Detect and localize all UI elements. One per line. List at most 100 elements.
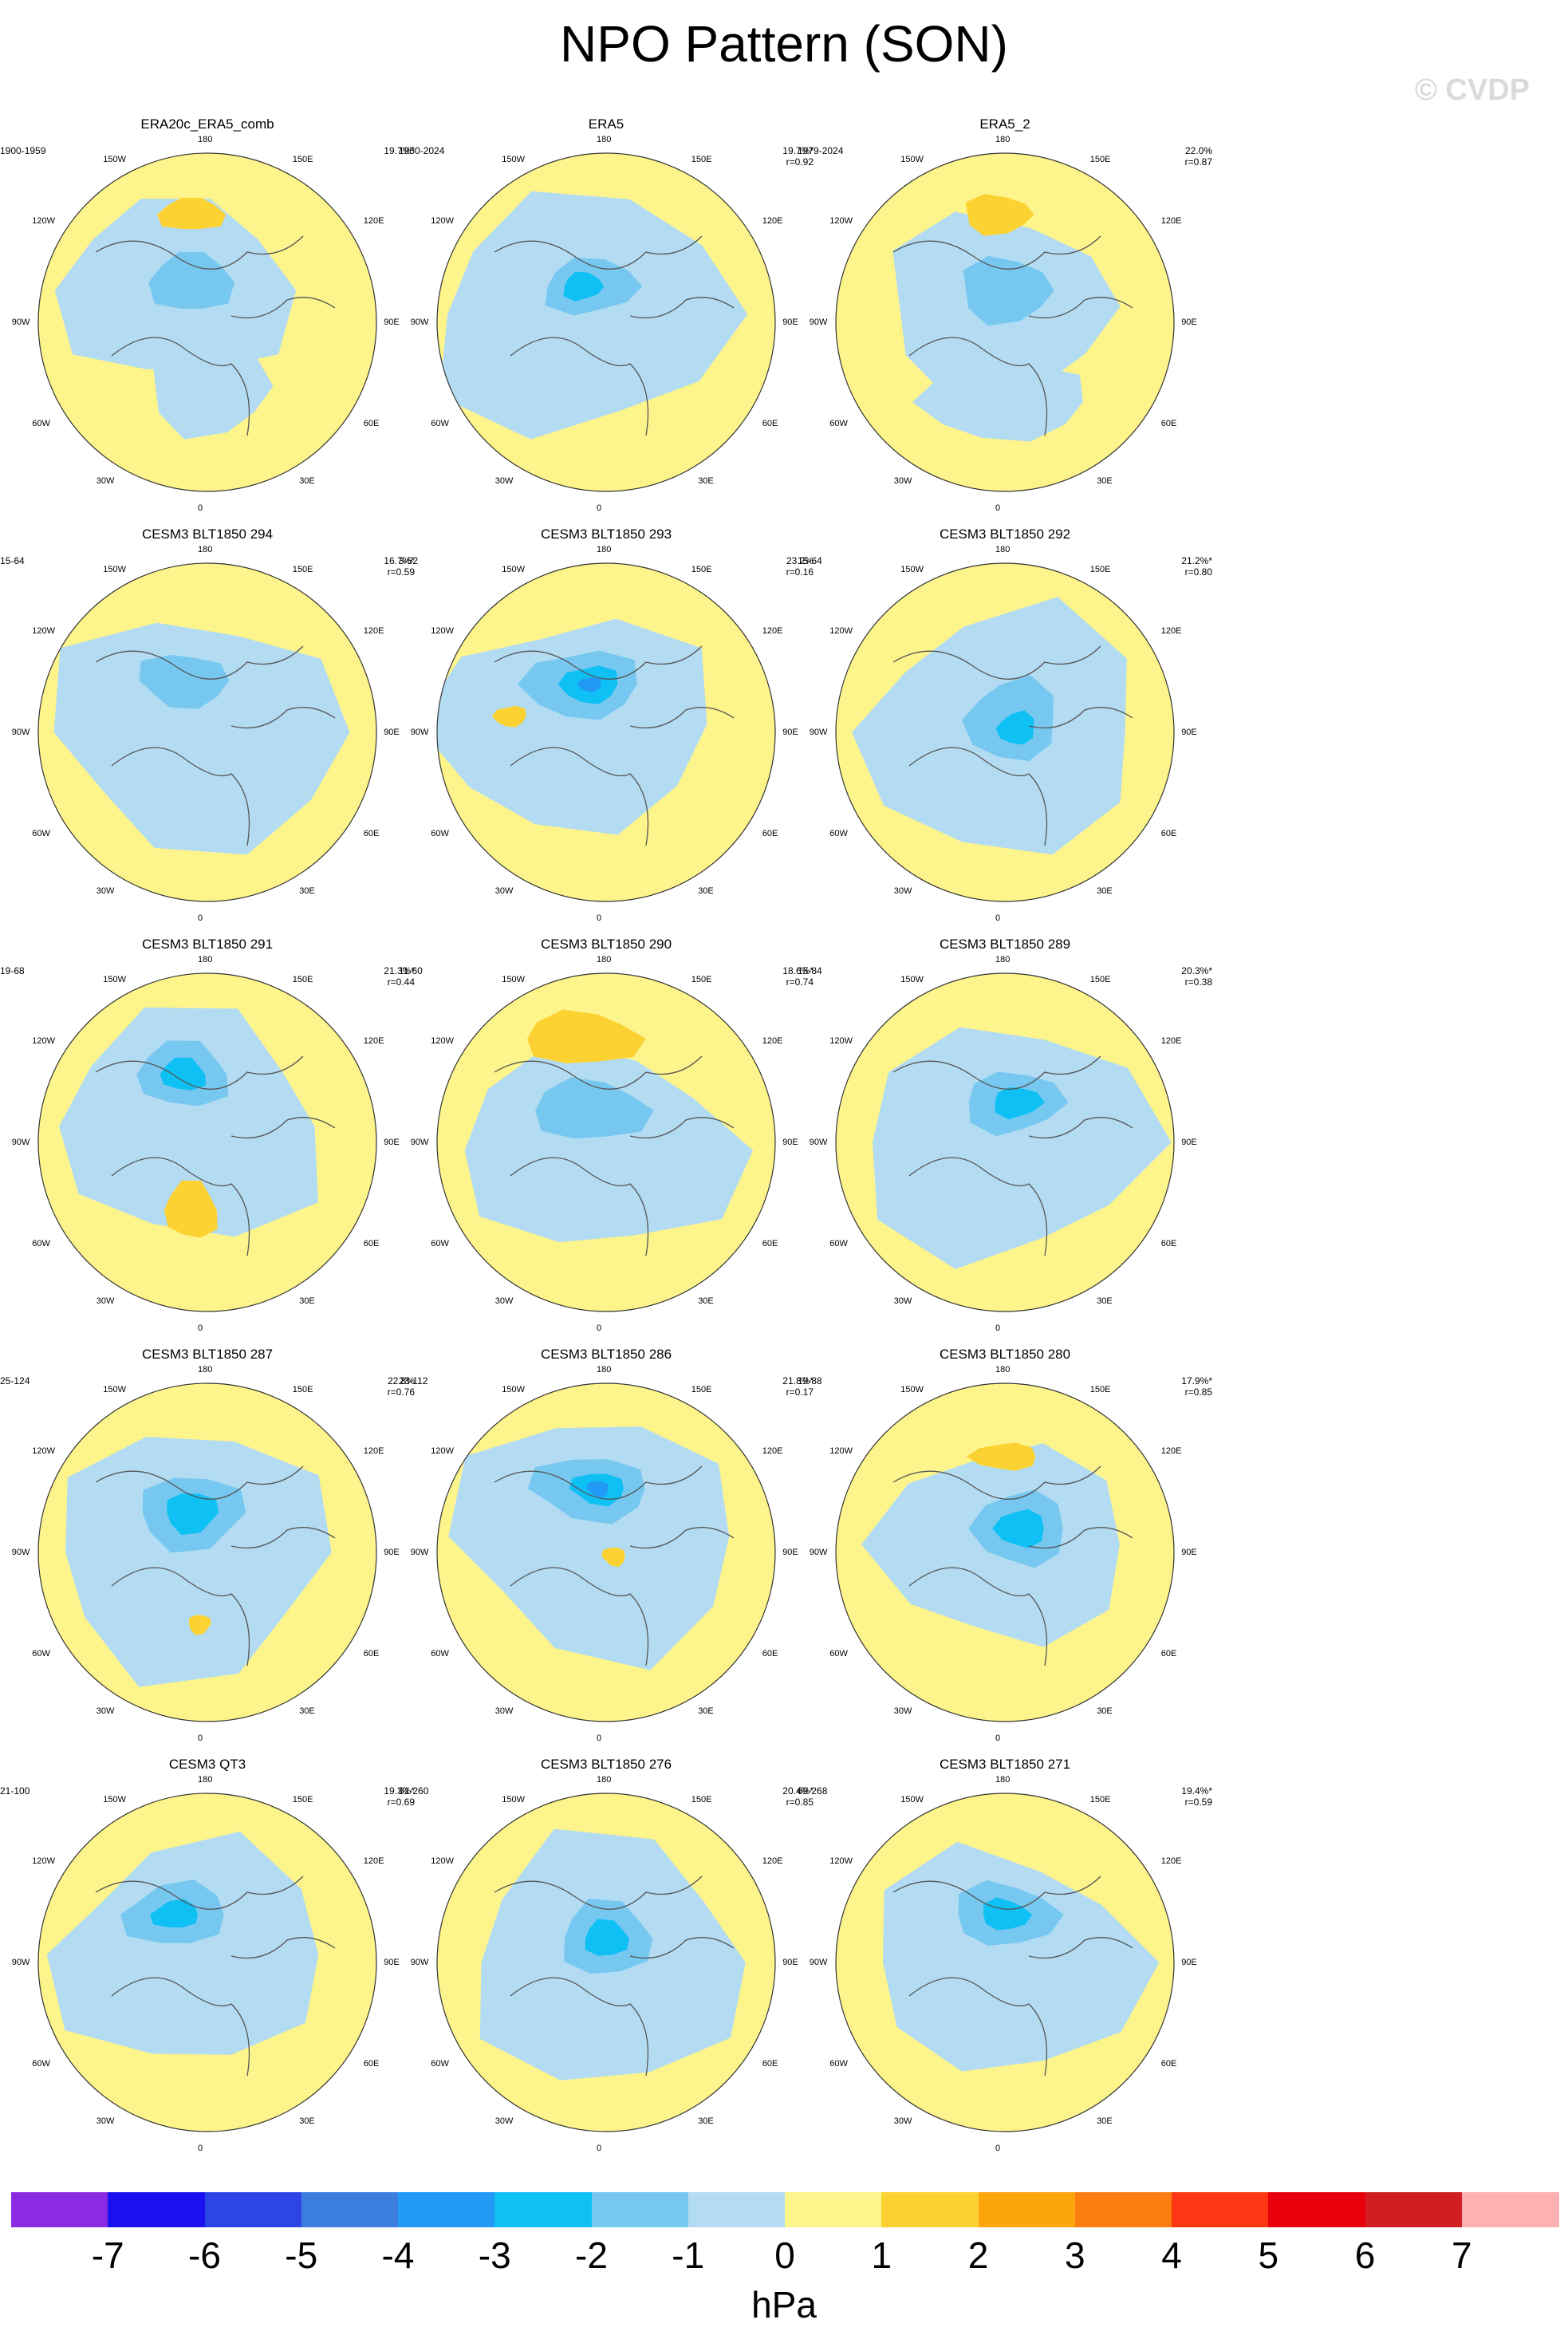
polar-map — [835, 562, 1175, 902]
longitude-label: 120E — [363, 215, 384, 226]
coastline — [230, 1937, 336, 1959]
longitude-label: 120W — [32, 1035, 55, 1046]
panel-pattern-correlation: r=0.59 — [387, 566, 415, 578]
coastline — [892, 1465, 1101, 1500]
negative-anomaly-contour — [992, 1509, 1044, 1548]
coastline — [510, 1567, 649, 1666]
negative-anomaly-contour — [53, 622, 350, 855]
map-panel: ERA5 1950-2024 19.7%* r=0.92 180 150E 120E 90E 6… — [391, 116, 821, 547]
panel-pattern-correlation: r=0.76 — [387, 1386, 415, 1398]
coastline — [494, 1875, 703, 1910]
longitude-label: 30E — [698, 2116, 714, 2127]
map-panel: CESM3 QT3 21-100 19.3%* r=0.69 180 150E 120E 90… — [0, 1757, 423, 2187]
longitude-label: 0 — [198, 503, 203, 514]
colorbar-tick-label: -4 — [381, 2234, 415, 2276]
polar-map — [835, 972, 1175, 1312]
coastline — [111, 747, 250, 846]
polar-map — [37, 1382, 377, 1722]
longitude-label: 90W — [809, 728, 828, 737]
map-panel: CESM3 BLT1850 294 15-64 16.7%* r=0.59 180 150… — [0, 527, 423, 957]
panel-years: 15-64 — [0, 555, 25, 566]
panel-title: CESM3 BLT1850 286 — [540, 1347, 672, 1362]
coastline — [892, 1875, 1101, 1910]
longitude-label: 180 — [995, 955, 1011, 965]
panel-pct-variance: 21.8%* — [782, 1375, 814, 1386]
longitude-label: 60E — [762, 419, 778, 429]
longitude-label: 90W — [809, 1548, 828, 1557]
panel-title: ERA20c_ERA5_comb — [140, 116, 274, 132]
map-boundary — [436, 1793, 776, 2132]
panel-pattern-correlation: r=0.59 — [1184, 1797, 1212, 1808]
longitude-label: 150E — [292, 155, 313, 165]
longitude-label: 30E — [299, 1296, 315, 1307]
longitude-label: 120E — [1160, 215, 1182, 226]
longitude-label: 150E — [292, 565, 313, 575]
colorbar-box — [978, 2192, 1076, 2227]
colorbar-box — [1268, 2192, 1365, 2227]
panel-years: 69-268 — [798, 1785, 828, 1797]
longitude-label: 150E — [292, 1385, 313, 1395]
longitude-label: 60W — [431, 1649, 449, 1659]
coastline — [892, 1055, 1101, 1090]
coastline — [510, 747, 649, 846]
colorbar-tick-label: -6 — [188, 2234, 221, 2276]
negative-anomaly-contour — [577, 676, 601, 692]
colorbar-box — [108, 2192, 205, 2227]
longitude-label: 0 — [198, 1323, 203, 1334]
longitude-label: 30W — [494, 1706, 514, 1717]
longitude-label: 90E — [1181, 1138, 1197, 1147]
longitude-label: 120E — [363, 1035, 384, 1046]
colorbar-tick-label: 3 — [1064, 2234, 1085, 2276]
panel-variance-stats: 19.7%* r=0.92 — [782, 145, 814, 168]
panel-variance-stats: 23.2% r=0.16 — [786, 555, 814, 578]
coastline — [629, 707, 735, 729]
panel-pattern-correlation: r=0.44 — [387, 976, 415, 988]
map-boundary — [835, 1793, 1175, 2132]
longitude-label: 150W — [103, 975, 127, 985]
longitude-label: 90E — [384, 1548, 400, 1557]
map-boundary — [436, 562, 776, 902]
longitude-label: 30W — [96, 2116, 115, 2127]
longitude-label: 90W — [410, 1958, 429, 1967]
longitude-label: 0 — [198, 2144, 203, 2154]
longitude-label: 150W — [900, 155, 924, 165]
map-boundary — [436, 152, 776, 492]
negative-anomaly-contour — [995, 1087, 1045, 1120]
colorbar-tick-label: 2 — [967, 2234, 989, 2276]
map-panel: ERA20c_ERA5_comb 1900-1959 19.7%* 180 150E 12… — [0, 116, 423, 547]
longitude-label: 120E — [1160, 1856, 1182, 1866]
coastline — [111, 337, 250, 436]
panel-pct-variance: 20.3%* — [1181, 965, 1212, 976]
longitude-label: 90E — [782, 1958, 798, 1967]
longitude-label: 60W — [829, 1649, 848, 1659]
longitude-label: 150E — [292, 975, 313, 985]
colorbar-tick-label: 4 — [1161, 2234, 1182, 2276]
negative-anomaly-contour — [995, 710, 1034, 745]
longitude-label: 120W — [829, 1446, 853, 1456]
longitude-label: 120E — [1160, 625, 1182, 636]
colorbar-box — [1172, 2192, 1269, 2227]
longitude-label: 120E — [762, 1035, 783, 1046]
coastline — [230, 1527, 336, 1549]
panel-pct-variance: 19.7%* — [782, 145, 814, 156]
map-boundary — [835, 562, 1175, 902]
panel-pct-variance: 20.4%* — [782, 1785, 814, 1797]
longitude-label: 120E — [363, 1856, 384, 1866]
panel-variance-stats: 21.2%* r=0.80 — [1181, 555, 1212, 578]
polar-map — [835, 1382, 1175, 1722]
longitude-label: 150W — [502, 565, 526, 575]
longitude-label: 90W — [11, 728, 30, 737]
coastline — [629, 1527, 735, 1549]
map-boundary — [37, 972, 377, 1312]
coastline — [95, 645, 304, 680]
panel-title: ERA5 — [588, 116, 624, 132]
panel-variance-stats: 16.7%* r=0.59 — [384, 555, 415, 578]
longitude-label: 180 — [995, 135, 1011, 145]
longitude-label: 120E — [363, 1446, 384, 1456]
longitude-label: 30W — [494, 886, 514, 897]
longitude-label: 60E — [363, 1649, 380, 1659]
coastline — [95, 1465, 304, 1500]
longitude-label: 150E — [691, 155, 712, 165]
coastline — [1028, 1937, 1133, 1959]
coastline — [494, 1465, 703, 1500]
